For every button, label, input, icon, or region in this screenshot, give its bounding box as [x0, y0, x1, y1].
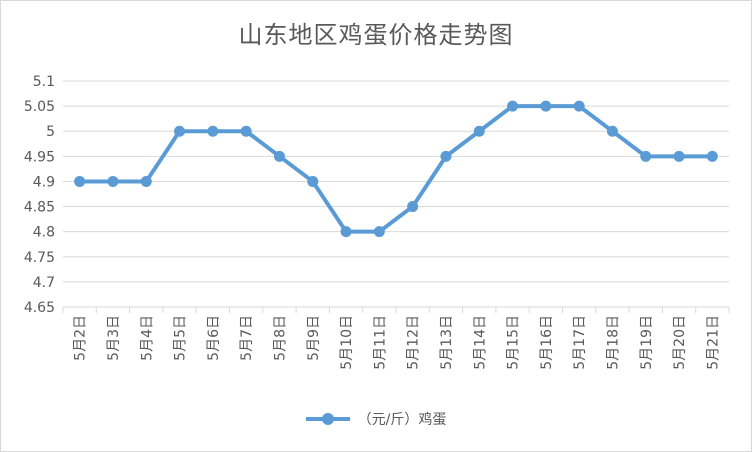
- y-tick-label: 4.9: [33, 174, 55, 190]
- x-tick-label: 5月7日: [239, 315, 255, 361]
- x-tick-label: 5月15日: [506, 315, 522, 370]
- x-tick-label: 5月9日: [306, 315, 322, 361]
- x-tick-label: 5月12日: [406, 315, 422, 370]
- x-tick-label: 5月21日: [705, 315, 721, 370]
- data-point: [74, 175, 86, 187]
- x-tick-label: 5月18日: [605, 315, 621, 370]
- data-point: [207, 125, 219, 137]
- data-point: [174, 125, 186, 137]
- y-tick-label: 4.8: [33, 225, 55, 241]
- data-point: [706, 150, 718, 162]
- series-line: [79, 104, 713, 234]
- x-tick-label: 5月4日: [139, 315, 155, 361]
- x-tick-label: 5月17日: [572, 315, 588, 370]
- data-point: [340, 226, 352, 238]
- chart-title: 山东地区鸡蛋价格走势图: [238, 21, 514, 49]
- data-point: [373, 226, 385, 238]
- x-tick-label: 5月3日: [106, 315, 122, 361]
- series-points: [74, 100, 718, 238]
- data-point: [473, 125, 485, 137]
- x-tick-label: 5月13日: [439, 315, 455, 370]
- x-tick-label: 5月19日: [639, 315, 655, 370]
- legend-label: （元/斤）鸡蛋: [357, 412, 447, 428]
- y-tick-label: 4.75: [24, 250, 55, 266]
- legend-marker: [305, 413, 350, 425]
- x-tick-label: 5月14日: [472, 315, 488, 370]
- x-tick-label: 5月11日: [372, 315, 388, 370]
- data-point: [440, 150, 452, 162]
- y-tick-label: 4.85: [24, 200, 55, 216]
- data-point: [107, 175, 119, 187]
- y-tick-label: 5.1: [33, 74, 55, 90]
- data-point: [407, 201, 419, 213]
- x-tick-label: 5月2日: [73, 315, 89, 361]
- data-point: [673, 150, 685, 162]
- legend: （元/斤）鸡蛋: [1, 409, 751, 429]
- y-tick-labels: 5.1 5.05 5 4.95 4.9 4.85 4.8 4.75 4.7 4.65: [24, 74, 55, 316]
- series-line-path: [79, 104, 713, 234]
- x-axis: [62, 306, 730, 313]
- data-point: [307, 175, 319, 187]
- y-tick-label: 5.05: [24, 99, 55, 115]
- data-point: [640, 150, 652, 162]
- data-point: [540, 100, 552, 112]
- y-tick-label: 4.95: [24, 149, 55, 165]
- data-point: [606, 125, 618, 137]
- x-tick-labels: 5月2日 5月3日 5月4日 5月5日 5月6日 5月7日 5月8日 5月9日 5月10日 5月1…: [73, 315, 722, 370]
- data-point: [140, 175, 152, 187]
- x-tick-label: 5月16日: [539, 315, 555, 370]
- x-tick-label: 5月5日: [173, 315, 189, 361]
- x-tick-label: 5月6日: [206, 315, 222, 361]
- y-tick-label: 4.65: [24, 300, 55, 316]
- data-point: [507, 100, 519, 112]
- x-tick-label: 5月8日: [272, 315, 288, 361]
- data-point: [573, 100, 585, 112]
- y-tick-label: 5: [46, 124, 55, 140]
- x-tick-label: 5月20日: [672, 315, 688, 370]
- data-point: [273, 150, 285, 162]
- data-point: [240, 125, 252, 137]
- y-tick-label: 4.7: [33, 275, 55, 291]
- x-tick-label: 5月10日: [339, 315, 355, 370]
- grid-lines: [63, 80, 729, 308]
